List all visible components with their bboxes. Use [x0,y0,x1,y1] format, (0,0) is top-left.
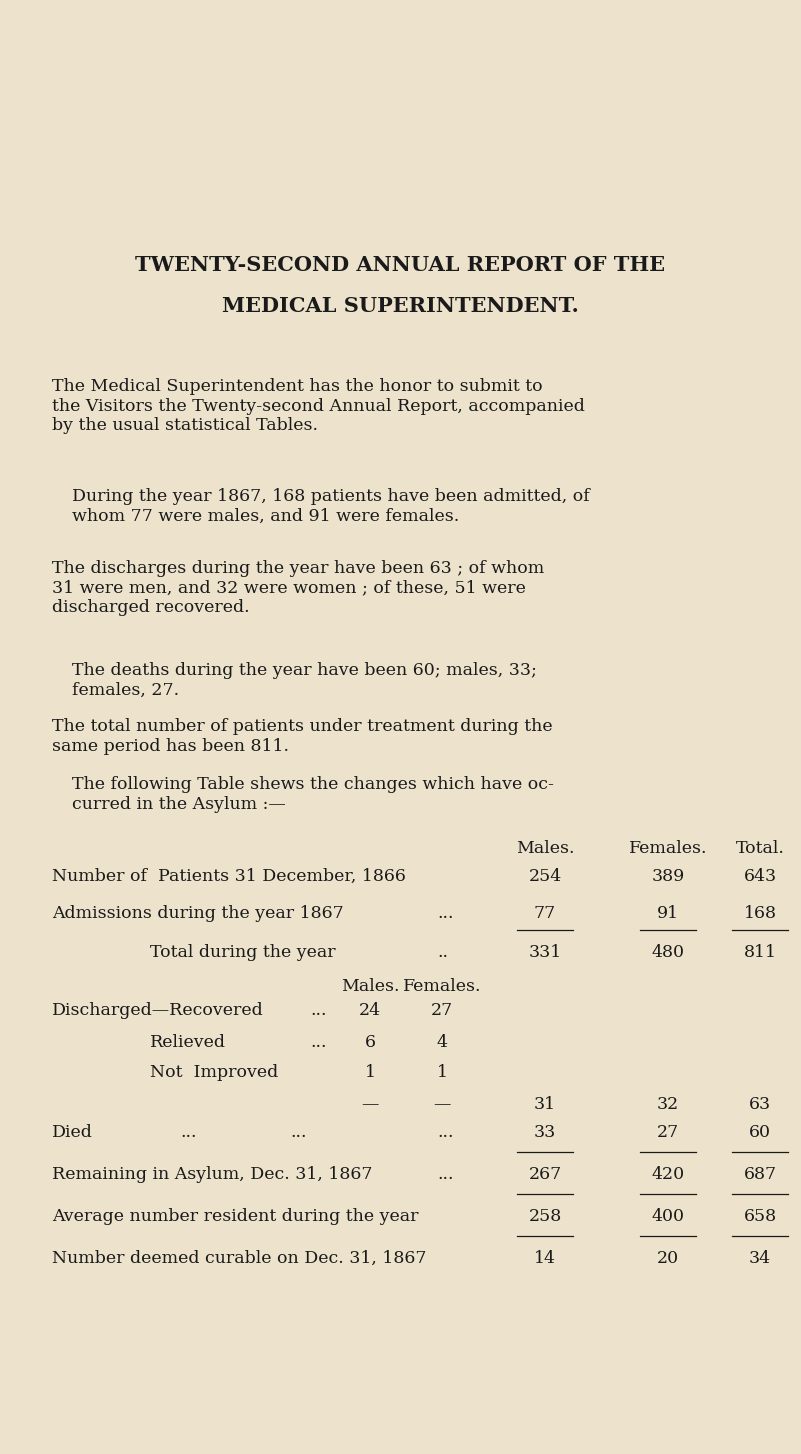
Text: ...: ... [310,1002,327,1019]
Text: ..: .. [437,944,448,961]
Text: 77: 77 [534,904,556,922]
Text: 643: 643 [743,868,776,885]
Text: Relieved: Relieved [150,1034,226,1051]
Text: Number of  Patients 31 December, 1866: Number of Patients 31 December, 1866 [52,868,406,885]
Text: The Medical Superintendent has the honor to submit to
the Visitors the Twenty-se: The Medical Superintendent has the honor… [52,378,585,435]
Text: Total during the year: Total during the year [150,944,336,961]
Text: 687: 687 [743,1166,776,1184]
Text: Remaining in Asylum, Dec. 31, 1867: Remaining in Asylum, Dec. 31, 1867 [52,1166,372,1184]
Text: —: — [361,1096,379,1112]
Text: 420: 420 [651,1166,685,1184]
Text: 27: 27 [431,1002,453,1019]
Text: 91: 91 [657,904,679,922]
Text: Average number resident during the year: Average number resident during the year [52,1208,418,1226]
Text: Males.: Males. [516,840,574,856]
Text: The total number of patients under treatment during the
same period has been 811: The total number of patients under treat… [52,718,553,755]
Text: 258: 258 [529,1208,562,1226]
Text: 1: 1 [364,1064,376,1080]
Text: 1: 1 [437,1064,448,1080]
Text: ...: ... [180,1124,196,1141]
Text: Males.: Males. [340,979,399,995]
Text: 811: 811 [743,944,776,961]
Text: 32: 32 [657,1096,679,1112]
Text: 20: 20 [657,1250,679,1266]
Text: Females.: Females. [629,840,707,856]
Text: ...: ... [290,1124,307,1141]
Text: 34: 34 [749,1250,771,1266]
Text: ...: ... [437,1124,453,1141]
Text: 24: 24 [359,1002,381,1019]
Text: 658: 658 [743,1208,776,1226]
Text: The discharges during the year have been 63 ; of whom
31 were men, and 32 were w: The discharges during the year have been… [52,560,544,616]
Text: 267: 267 [529,1166,562,1184]
Text: 6: 6 [364,1034,376,1051]
Text: ...: ... [437,1166,453,1184]
Text: 31: 31 [534,1096,556,1112]
Text: The deaths during the year have been 60; males, 33;
females, 27.: The deaths during the year have been 60;… [72,662,537,698]
Text: 27: 27 [657,1124,679,1141]
Text: —: — [433,1096,451,1112]
Text: TWENTY-SECOND ANNUAL REPORT OF THE: TWENTY-SECOND ANNUAL REPORT OF THE [135,254,665,275]
Text: 480: 480 [651,944,685,961]
Text: 14: 14 [534,1250,556,1266]
Text: 389: 389 [651,868,685,885]
Text: 400: 400 [651,1208,685,1226]
Text: 60: 60 [749,1124,771,1141]
Text: Discharged—Recovered: Discharged—Recovered [52,1002,264,1019]
Text: Died: Died [52,1124,93,1141]
Text: MEDICAL SUPERINTENDENT.: MEDICAL SUPERINTENDENT. [222,297,578,316]
Text: During the year 1867, 168 patients have been admitted, of
whom 77 were males, an: During the year 1867, 168 patients have … [72,489,590,525]
Text: 331: 331 [529,944,562,961]
Text: Total.: Total. [735,840,784,856]
Text: Not  Improved: Not Improved [150,1064,278,1080]
Text: 63: 63 [749,1096,771,1112]
Text: ...: ... [437,904,453,922]
Text: The following Table shews the changes which have oc-
curred in the Asylum :—: The following Table shews the changes wh… [72,776,553,813]
Text: 33: 33 [534,1124,556,1141]
Text: Number deemed curable on Dec. 31, 1867: Number deemed curable on Dec. 31, 1867 [52,1250,426,1266]
Text: 4: 4 [437,1034,448,1051]
Text: Females.: Females. [403,979,481,995]
Text: Admissions during the year 1867: Admissions during the year 1867 [52,904,344,922]
Text: 168: 168 [743,904,776,922]
Text: 254: 254 [529,868,562,885]
Text: ...: ... [310,1034,327,1051]
